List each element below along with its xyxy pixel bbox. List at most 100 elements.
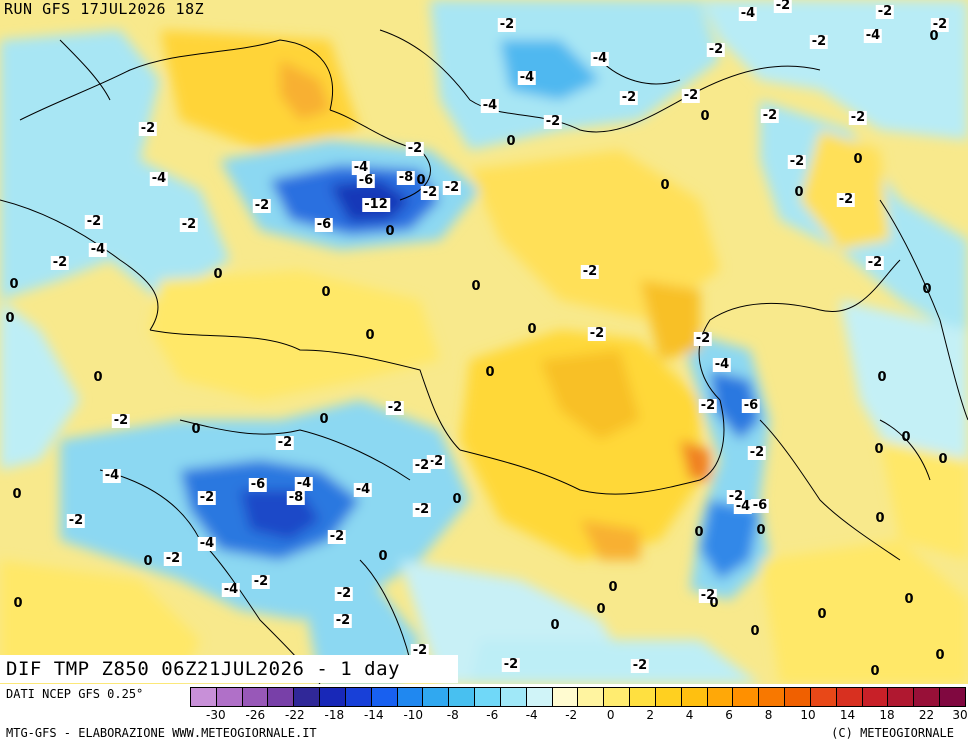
contour-label: -4: [149, 171, 169, 186]
data-source: DATI NCEP GFS 0.25°: [6, 687, 144, 701]
contour-label: 0: [660, 178, 670, 193]
contour-label: 0: [935, 648, 945, 663]
color-swatch: [345, 688, 372, 706]
contour-label: -4: [733, 499, 753, 514]
contour-label: -2: [333, 613, 353, 628]
scale-tick-label: -8: [446, 708, 459, 722]
contour-label: 0: [321, 285, 331, 300]
contour-label: 0: [506, 134, 516, 149]
contour-label: -4: [863, 28, 883, 43]
contour-label: 0: [929, 29, 939, 44]
contour-label: -2: [693, 331, 713, 346]
contour-label: -4: [102, 468, 122, 483]
contour-label: -2: [497, 17, 517, 32]
color-swatch: [681, 688, 708, 706]
contour-label: -2: [773, 0, 793, 13]
contour-label: 0: [365, 328, 375, 343]
contour-label: -4: [88, 242, 108, 257]
contour-label: 0: [319, 412, 329, 427]
temperature-anomaly-map: -2 -4 -2 -2 -2 0 -4 -2 -2 -4 -4 -2 -2 -4 -2 0 -2 -2 -2 -2 0-…: [0, 0, 968, 684]
contour-label: -2: [163, 551, 183, 566]
contour-label: 0: [9, 277, 19, 292]
contour-label: -4: [351, 160, 371, 175]
contour-label: -2: [875, 4, 895, 19]
contour-label: -2: [543, 114, 563, 129]
contour-label: 0: [485, 365, 495, 380]
field-title: DIF TMP Z850 06Z21JUL2026 - 1 day: [0, 655, 458, 683]
scale-tick-label: 4: [685, 708, 694, 722]
contour-label: -4: [197, 536, 217, 551]
color-swatch: [707, 688, 734, 706]
contour-label: 0: [93, 370, 103, 385]
contour-label: -2: [412, 502, 432, 517]
borders: [0, 29, 968, 684]
color-swatch: [294, 688, 321, 706]
contour-label: -6: [248, 477, 268, 492]
contour-label: 0: [452, 492, 462, 507]
contour-label: 0: [385, 224, 395, 239]
contour-label: -2: [580, 264, 600, 279]
contour-label: -2: [747, 445, 767, 460]
contour-label: -2: [630, 658, 650, 673]
contour-label: -2: [66, 513, 86, 528]
contour-label: 0: [870, 664, 880, 679]
map-canvas: [0, 0, 968, 684]
contour-label: 0: [756, 523, 766, 538]
contour-label: -6: [314, 217, 334, 232]
contour-label: 0: [875, 511, 885, 526]
scale-tick-label: 18: [879, 708, 895, 722]
color-swatch: [320, 688, 346, 706]
scale-tick-label: 0: [606, 708, 615, 722]
color-swatch: [191, 688, 217, 706]
scale-tick-label: -30: [206, 708, 226, 722]
contour-label: -2: [197, 490, 217, 505]
contour-label: -2: [50, 255, 70, 270]
contour-label: -2: [587, 326, 607, 341]
color-swatch: [888, 688, 915, 706]
contour-label: 0: [922, 282, 932, 297]
color-swatch: [836, 688, 863, 706]
scale-tick-label: -18: [324, 708, 345, 722]
contour-label: 0: [213, 267, 223, 282]
contour-label: -2: [111, 413, 131, 428]
contour-label: -4: [353, 482, 373, 497]
color-swatch: [914, 688, 941, 706]
contour-label: -8: [286, 490, 306, 505]
color-swatch: [242, 688, 269, 706]
contour-label: -2: [385, 400, 405, 415]
contour-label: 0: [709, 596, 719, 611]
contour-label: 0: [853, 152, 863, 167]
scale-tick-label: 6: [725, 708, 733, 722]
color-swatch: [630, 688, 656, 706]
contour-label: -2: [138, 121, 158, 136]
credit-right: (C) METEOGIORNALE: [831, 726, 954, 740]
contour-label: 0: [904, 592, 914, 607]
contour-label: -2: [410, 643, 430, 658]
contour-label: -2: [501, 657, 521, 672]
contour-label: 0: [378, 549, 388, 564]
color-swatch: [552, 688, 579, 706]
color-swatch: [604, 688, 631, 706]
contour-label: -2: [420, 185, 440, 200]
run-title: RUN GFS 17JUL2026 18Z: [4, 0, 205, 18]
color-swatch: [810, 688, 837, 706]
contour-label: -2: [334, 586, 354, 601]
color-scale-ticks: -30 -26 -22 -18 -14 -10 -8 -6 -4 -2 0 2 4 6 8 10 14 18 22 3…: [190, 708, 968, 724]
contour-label: -2: [251, 574, 271, 589]
scale-tick-label: 14: [839, 708, 856, 722]
contour-label: -2: [865, 255, 885, 270]
contour-label: 0: [750, 624, 760, 639]
scale-tick-label: 2: [646, 708, 654, 722]
contour-label: 0: [794, 185, 804, 200]
color-swatch: [371, 688, 398, 706]
scale-tick-label: -26: [245, 708, 266, 722]
contour-label: 0: [901, 430, 911, 445]
contour-label: -8: [396, 170, 416, 185]
scale-tick-label: 30: [952, 708, 968, 722]
scale-tick-label: -2: [565, 708, 578, 722]
contour-label: -2: [681, 88, 701, 103]
contour-label: -2: [426, 454, 446, 469]
color-swatch: [785, 688, 811, 706]
color-swatch: [423, 688, 450, 706]
color-swatch: [500, 688, 527, 706]
